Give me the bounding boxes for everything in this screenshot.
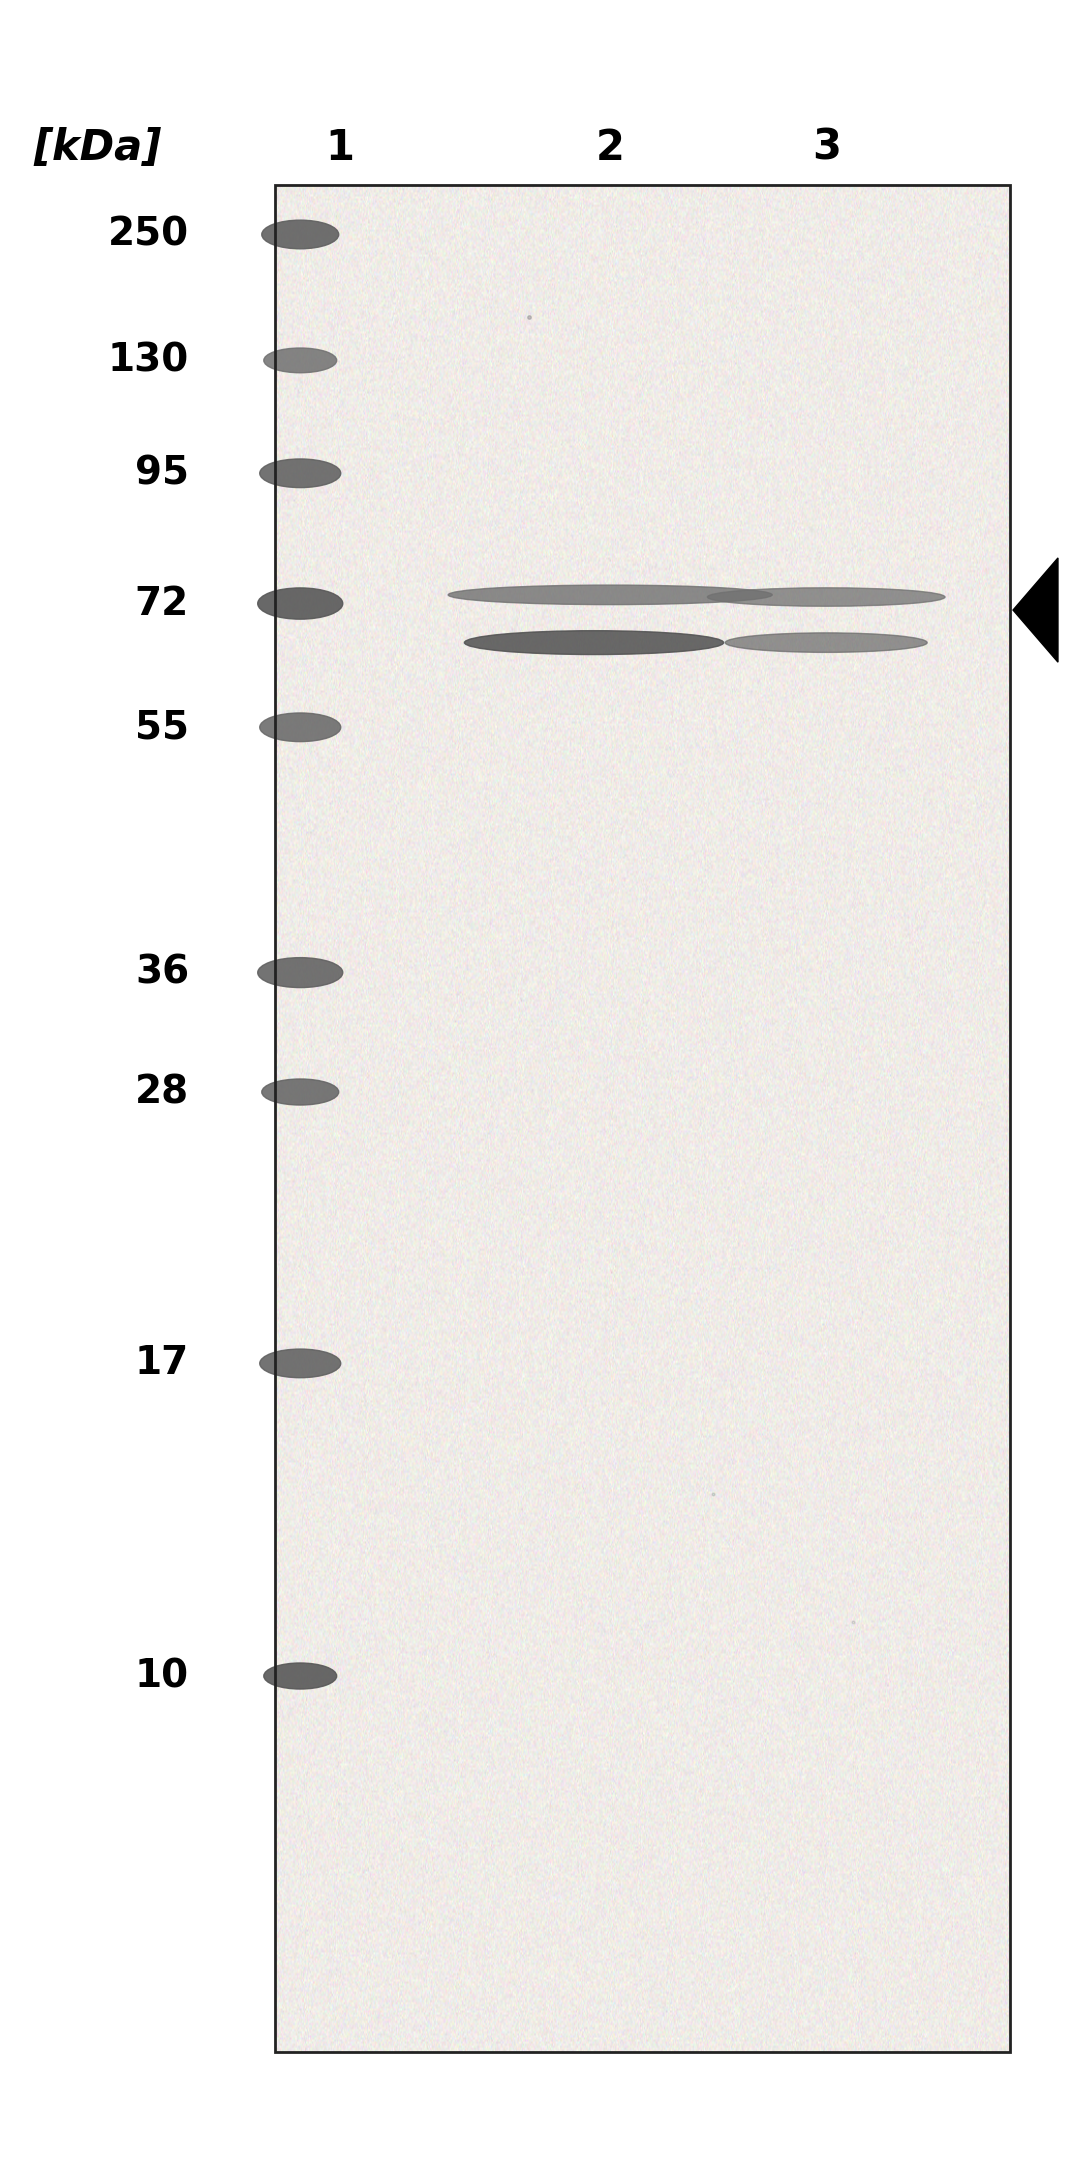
Text: 36: 36 <box>135 953 189 992</box>
Ellipse shape <box>260 458 341 488</box>
Ellipse shape <box>264 1663 337 1689</box>
Bar <box>275 185 1010 2052</box>
Text: 72: 72 <box>135 584 189 623</box>
Text: 10: 10 <box>135 1656 189 1696</box>
Text: 250: 250 <box>108 215 189 254</box>
Ellipse shape <box>258 957 342 988</box>
Ellipse shape <box>726 634 927 653</box>
Ellipse shape <box>448 584 772 606</box>
Ellipse shape <box>260 1348 341 1379</box>
Ellipse shape <box>261 219 339 250</box>
Text: 55: 55 <box>135 708 189 747</box>
Text: 17: 17 <box>135 1344 189 1383</box>
Ellipse shape <box>464 630 724 656</box>
Text: 28: 28 <box>135 1072 189 1112</box>
Ellipse shape <box>258 588 342 619</box>
Ellipse shape <box>707 588 945 606</box>
Text: 3: 3 <box>812 126 840 169</box>
Ellipse shape <box>260 712 341 742</box>
Text: [kDa]: [kDa] <box>33 126 161 169</box>
Ellipse shape <box>261 1079 339 1105</box>
Text: 2: 2 <box>596 126 624 169</box>
Text: 95: 95 <box>135 454 189 493</box>
Text: 1: 1 <box>326 126 354 169</box>
Ellipse shape <box>264 347 337 373</box>
Polygon shape <box>1013 558 1058 662</box>
Text: 130: 130 <box>108 341 189 380</box>
